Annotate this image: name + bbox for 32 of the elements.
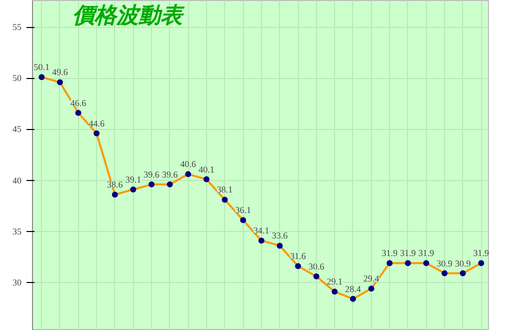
chart-title: 價格波動表 — [72, 4, 186, 28]
data-label: 31.9 — [418, 248, 435, 258]
y-tick-label: 35 — [12, 226, 22, 236]
data-label: 40.6 — [180, 159, 197, 170]
data-label: 49.6 — [52, 67, 68, 78]
data-label: 38.1 — [216, 184, 233, 195]
data-label: 30.6 — [308, 261, 325, 272]
data-label: 50.1 — [34, 62, 50, 72]
data-label: 44.6 — [88, 118, 105, 128]
data-label: 36.1 — [235, 205, 251, 216]
data-label: 29.1 — [326, 276, 343, 287]
data-label: 34.1 — [254, 226, 270, 236]
data-label: 46.6 — [70, 98, 87, 108]
data-label: 31.9 — [473, 248, 490, 258]
data-label: 31.9 — [400, 248, 416, 258]
y-tick-label: 30 — [12, 277, 22, 288]
y-tick-label: 45 — [12, 124, 22, 134]
data-label: 33.6 — [272, 230, 288, 241]
data-label: 30.9 — [436, 258, 453, 268]
data-label: 39.6 — [144, 169, 160, 180]
data-label: 30.9 — [454, 258, 472, 268]
data-label: 40.1 — [198, 164, 214, 174]
y-tick-label: 55 — [12, 22, 22, 32]
data-label: 28.4 — [345, 284, 362, 294]
y-tick-label: 50 — [12, 73, 22, 84]
data-label: 39.1 — [125, 174, 142, 185]
data-label: 29.4 — [363, 274, 380, 284]
y-tick-label: 40 — [12, 175, 22, 186]
data-label: 38.6 — [107, 180, 124, 190]
data-label: 39.6 — [162, 169, 178, 180]
data-label: 31.9 — [382, 248, 398, 258]
data-label: 31.6 — [290, 251, 306, 262]
